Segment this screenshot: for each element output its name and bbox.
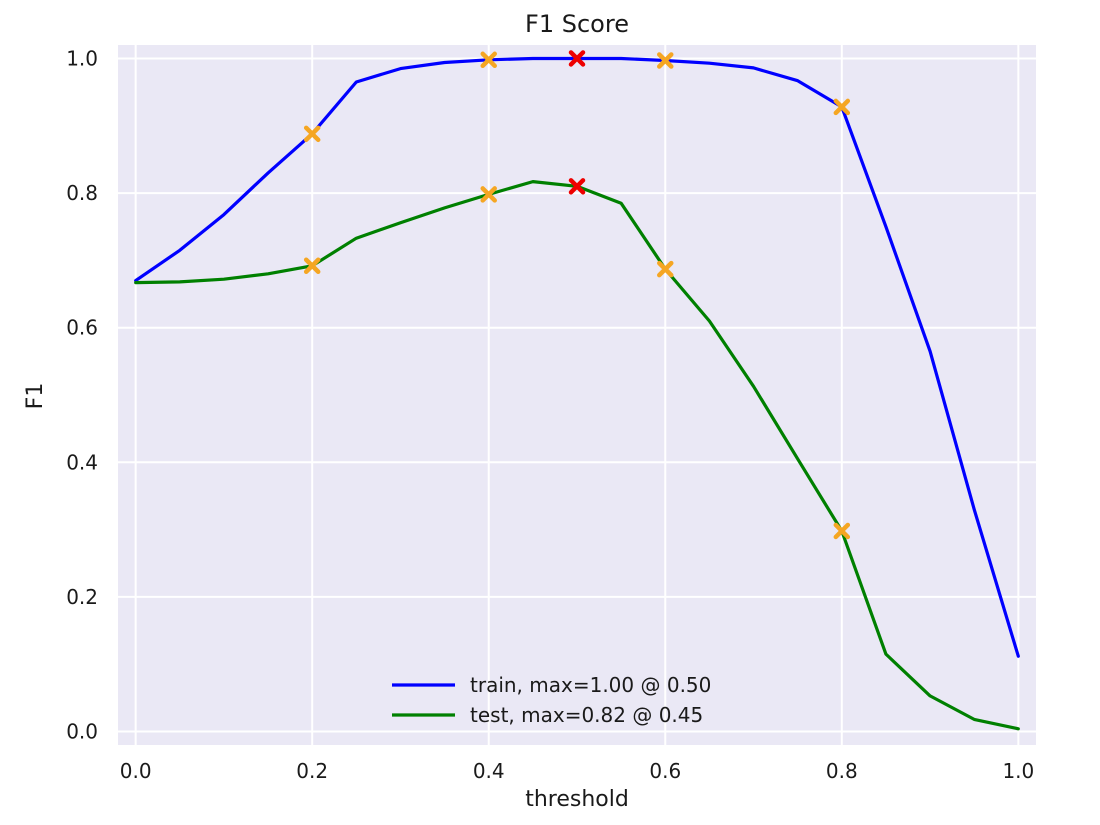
x-tick-label: 0.8	[826, 759, 858, 783]
threshold-markers	[303, 50, 851, 540]
threshold-marker	[833, 98, 851, 116]
y-tick-label: 0.4	[66, 450, 98, 474]
y-tick-label: 1.0	[66, 46, 98, 70]
y-tick-label: 0.8	[66, 181, 98, 205]
y-tick-label: 0.0	[66, 720, 98, 744]
marker-cross	[657, 52, 674, 69]
x-tick-label: 0.2	[296, 759, 328, 783]
plot-area	[118, 45, 1036, 745]
threshold-marker	[303, 257, 321, 275]
threshold-marker	[303, 125, 321, 143]
threshold-marker	[480, 186, 497, 203]
marker-cross	[303, 257, 321, 275]
threshold-marker	[657, 260, 674, 278]
x-gridlines	[134, 45, 1020, 745]
x-tick-label: 0.4	[473, 759, 505, 783]
y-axis-label: F1	[23, 383, 48, 410]
legend-label-test: test, max=0.82 @ 0.45	[470, 703, 703, 727]
marker-cross	[303, 125, 321, 143]
chart-title: F1 Score	[525, 10, 629, 38]
x-tick-label: 0.0	[120, 759, 152, 783]
legend-label-train: train, max=1.00 @ 0.50	[470, 673, 711, 697]
x-axis-label: threshold	[525, 787, 629, 812]
y-tick-labels: 0.0 0.2 0.4 0.6 0.8 1.0	[66, 46, 98, 743]
max-marker	[568, 50, 586, 67]
threshold-marker	[833, 522, 851, 540]
max-marker	[568, 178, 586, 195]
marker-cross	[657, 260, 674, 278]
x-tick-labels: 0.0 0.2 0.4 0.6 0.8 1.0	[120, 759, 1035, 783]
marker-cross	[480, 186, 497, 203]
legend: train, max=1.00 @ 0.50 test, max=0.82 @ …	[392, 673, 711, 727]
y-tick-label: 0.6	[66, 316, 98, 340]
x-tick-label: 1.0	[1002, 759, 1034, 783]
marker-cross	[568, 50, 586, 67]
marker-cross	[480, 51, 497, 69]
y-tick-label: 0.2	[66, 585, 98, 609]
marker-cross	[833, 98, 851, 116]
threshold-marker	[480, 51, 497, 69]
marker-cross	[833, 522, 851, 540]
x-tick-label: 0.6	[649, 759, 681, 783]
marker-cross	[568, 178, 586, 195]
threshold-marker	[657, 52, 674, 69]
